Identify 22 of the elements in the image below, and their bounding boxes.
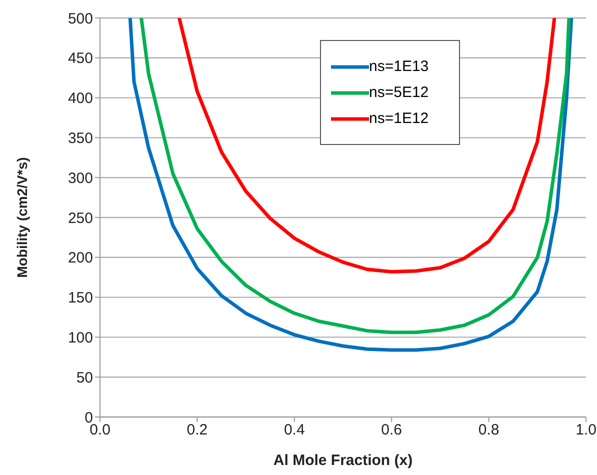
y-tick-label: 200 — [68, 250, 93, 267]
y-tick-label: 100 — [68, 330, 93, 347]
x-tick-label: 0.8 — [478, 422, 500, 439]
x-axis-title: Al Mole Fraction (x) — [273, 452, 413, 469]
y-tick-label: 400 — [68, 90, 93, 108]
x-tick-label: 0.2 — [186, 422, 208, 439]
y-tick-label: 450 — [68, 50, 93, 68]
y-tick-label: 300 — [68, 170, 93, 187]
y-tick-label: 350 — [68, 130, 93, 148]
y-tick-label: 50 — [76, 369, 93, 386]
legend-label: ns=5E12 — [369, 84, 429, 101]
line-series — [177, 18, 556, 274]
x-tick-label: 0.4 — [284, 422, 305, 439]
y-tick-label: 500 — [68, 10, 93, 28]
legend-label: ns=1E13 — [369, 58, 429, 75]
y-tick-label: 250 — [68, 210, 93, 227]
legend-label: ns=1E12 — [369, 110, 429, 127]
y-tick-label: 150 — [68, 290, 93, 307]
x-tick-label: 0.0 — [90, 422, 110, 439]
x-tick-label: 0.6 — [381, 422, 402, 439]
x-tick-label: 1.0 — [576, 422, 596, 439]
y-axis-title: Mobility (cm2/V*s) — [14, 157, 30, 278]
